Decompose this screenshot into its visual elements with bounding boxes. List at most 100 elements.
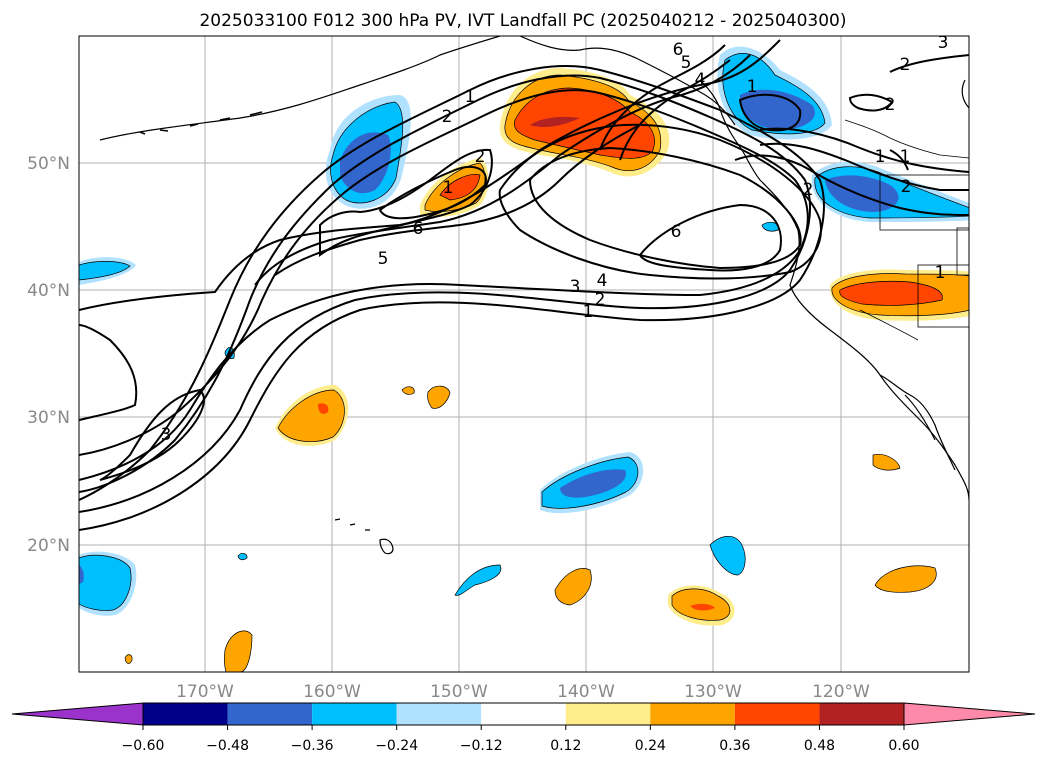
lon-tick-label: 140°W bbox=[557, 682, 615, 702]
coastlines bbox=[99, 36, 969, 555]
coastline-north bbox=[961, 79, 969, 109]
coastline-gulf-california bbox=[904, 394, 936, 441]
pv-contour-5 bbox=[79, 324, 138, 421]
red-region-hawaii-east bbox=[668, 585, 735, 626]
lat-axis: 50°N 40°N 30°N 20°N bbox=[27, 154, 70, 556]
contour-label: 3 bbox=[938, 33, 949, 53]
contour-label: 2 bbox=[803, 180, 814, 200]
coastline-alaska-south bbox=[519, 36, 736, 126]
pv-contour-18 bbox=[759, 142, 969, 191]
colorbar-tick-label: 0.36 bbox=[719, 738, 750, 754]
pv-contour-19 bbox=[759, 127, 969, 173]
lon-tick-label: 160°W bbox=[303, 682, 361, 702]
colorbar-ticks: −0.60 −0.48 −0.36 −0.24 −0.12 0.12 0.24 0.36 0.4… bbox=[122, 725, 920, 754]
pv-contour-12 bbox=[528, 146, 802, 270]
colorbar-bin bbox=[819, 703, 904, 725]
contour-label: 2 bbox=[900, 55, 911, 75]
colorbar-tick-label: 0.24 bbox=[635, 738, 666, 754]
red-region-small-ridge bbox=[420, 158, 489, 217]
colorbar-bin bbox=[650, 703, 735, 725]
blue-region-subtropics bbox=[540, 452, 644, 514]
border-canada-us bbox=[844, 119, 969, 159]
colorbar-tick-label: −0.12 bbox=[460, 738, 503, 754]
blue-region-small-5 bbox=[237, 553, 248, 561]
pv-contour-20 bbox=[889, 149, 909, 171]
contour-label: 2 bbox=[885, 95, 896, 115]
lon-axis: 170°W 160°W 150°W 140°W 130°W 120°W bbox=[176, 682, 870, 702]
red-region-small-2 bbox=[401, 386, 415, 395]
pv-contour-9 bbox=[319, 148, 493, 257]
lat-tick-label: 40°N bbox=[27, 281, 70, 301]
contour-label: 6 bbox=[413, 219, 424, 239]
colorbar-bin bbox=[227, 703, 313, 725]
red-region-small-3 bbox=[554, 568, 592, 606]
blue-region-dateline bbox=[79, 257, 136, 285]
blue-region-small-2 bbox=[454, 564, 502, 596]
lat-tick-label: 20°N bbox=[27, 536, 70, 556]
red-region-small-5 bbox=[872, 454, 901, 471]
pv-contour-16 bbox=[889, 54, 969, 73]
map-area: 1 2 1 2 6 5 6 5 1 1 6 4 3 2 1 3 2 2 1 3 … bbox=[79, 33, 969, 672]
pv-contour-17 bbox=[734, 154, 969, 216]
contour-label: 1 bbox=[900, 147, 911, 167]
colorbar-tick-label: 0.60 bbox=[888, 738, 919, 754]
lon-tick-label: 120°W bbox=[812, 682, 870, 702]
colorbar-tick-label: −0.60 bbox=[122, 738, 165, 754]
lon-tick-label: 150°W bbox=[430, 682, 488, 702]
pv-contour-1 bbox=[79, 65, 825, 531]
colorbar-bin bbox=[565, 703, 651, 725]
red-region-small-1 bbox=[427, 385, 451, 409]
pv-contour-11 bbox=[498, 123, 822, 280]
contour-label: 4 bbox=[695, 70, 706, 90]
blue-region-small-1 bbox=[709, 536, 746, 576]
pv-contour-4 bbox=[99, 388, 205, 481]
pv-contour-15 bbox=[848, 93, 894, 112]
contour-label: 2 bbox=[595, 290, 606, 310]
pv-contour-10 bbox=[378, 165, 487, 220]
coastline-west-coast bbox=[759, 179, 969, 501]
contour-label: 1 bbox=[747, 77, 758, 97]
negative-anomalies bbox=[79, 46, 969, 616]
boundary-box-1 bbox=[879, 174, 969, 231]
contour-label: 2 bbox=[475, 147, 486, 167]
contour-label: 6 bbox=[671, 222, 682, 242]
blue-region-southwest bbox=[79, 551, 137, 616]
contour-label: 4 bbox=[597, 271, 608, 291]
red-region-small-7 bbox=[124, 654, 133, 664]
red-region-small-4 bbox=[874, 565, 937, 593]
colorbar-tick-label: 0.48 bbox=[804, 738, 835, 754]
colorbar-bin bbox=[143, 703, 228, 725]
colorbar-bin bbox=[396, 703, 482, 725]
colorbar-bin bbox=[312, 703, 397, 725]
boundary-line-1 bbox=[859, 309, 919, 341]
contour-label: 1 bbox=[583, 302, 594, 322]
pv-contours bbox=[79, 39, 969, 531]
colorbar-tick-label: −0.24 bbox=[375, 738, 418, 754]
contour-label-group: 1 2 1 2 6 5 6 5 1 1 6 4 3 2 1 3 2 2 1 3 … bbox=[161, 33, 949, 445]
coastline-baja bbox=[879, 374, 956, 471]
contour-label: 1 bbox=[465, 87, 476, 107]
boundary-box-2 bbox=[956, 227, 969, 276]
colorbar-bin bbox=[734, 703, 820, 725]
contour-label: 2 bbox=[442, 107, 453, 127]
lon-tick-label: 170°W bbox=[176, 682, 234, 702]
red-region-california bbox=[829, 269, 969, 321]
lon-tick-label: 130°W bbox=[684, 682, 742, 702]
positive-anomalies bbox=[124, 68, 969, 672]
coastline-alaska-panhandle bbox=[699, 79, 761, 181]
contour-label: 5 bbox=[378, 249, 389, 269]
coastline-hawaii bbox=[334, 518, 394, 555]
blue-region-small-3 bbox=[761, 221, 779, 232]
contour-label: 1 bbox=[875, 147, 886, 167]
pv-contour-3 bbox=[79, 89, 809, 481]
state-boundaries bbox=[859, 174, 969, 341]
contour-label: 6 bbox=[673, 40, 684, 60]
contour-label: 3 bbox=[161, 425, 172, 445]
contour-label: 1 bbox=[935, 263, 946, 283]
pv-contour-14 bbox=[738, 93, 802, 132]
pv-contour-13 bbox=[638, 203, 782, 272]
boundary-box-3 bbox=[917, 264, 969, 328]
colorbar-over-arrow bbox=[903, 702, 1036, 726]
